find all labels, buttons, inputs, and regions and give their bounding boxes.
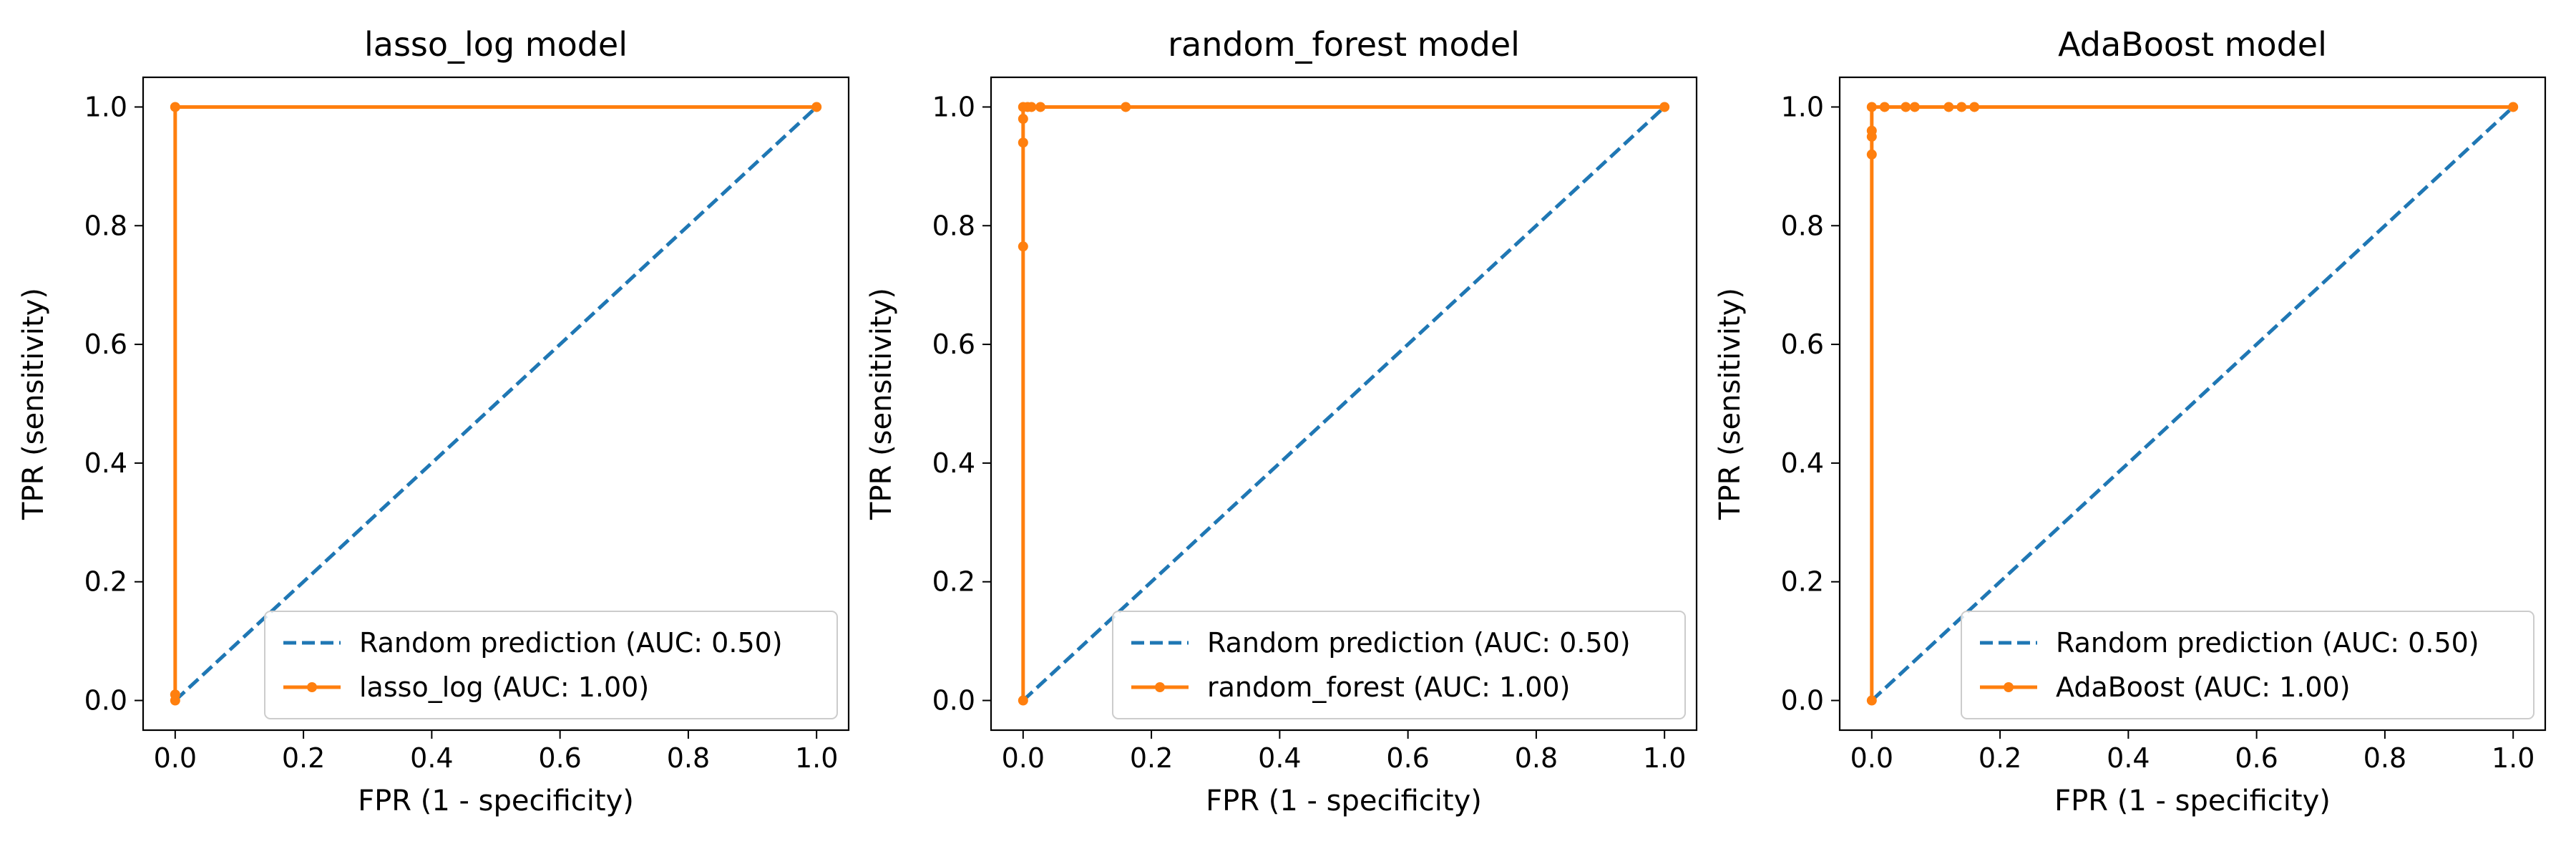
axes-frame xyxy=(142,76,850,732)
roc-point xyxy=(811,102,822,112)
x-tick-label: 0.6 xyxy=(2235,742,2278,774)
y-axis-label: TPR (sensitivity) xyxy=(17,288,50,520)
legend-entry-random: Random prediction (AUC: 0.50) xyxy=(359,627,783,659)
legend-box xyxy=(264,611,838,719)
roc-point xyxy=(1035,102,1046,112)
chart-title: random_forest model xyxy=(1168,25,1520,64)
x-tick-label: 1.0 xyxy=(795,742,838,774)
random-prediction-line xyxy=(1022,105,1666,702)
chart-title: AdaBoost model xyxy=(2058,25,2327,64)
roc-point xyxy=(1879,102,1890,112)
y-tick-label: 0.2 xyxy=(932,566,975,598)
legend-entry-model: random_forest (AUC: 1.00) xyxy=(1207,671,1570,703)
roc-point xyxy=(1969,102,1980,112)
y-tick-label: 0.0 xyxy=(84,685,127,717)
y-tick-label: 0.6 xyxy=(84,329,127,360)
x-tick-label: 1.0 xyxy=(1643,742,1686,774)
random-prediction-line xyxy=(174,105,818,702)
legend-box xyxy=(1112,611,1686,719)
y-tick-label: 0.4 xyxy=(84,447,127,479)
roc-point xyxy=(1018,114,1028,125)
y-tick-label: 1.0 xyxy=(932,91,975,122)
x-tick-label: 0.4 xyxy=(1258,742,1301,774)
x-tick-label: 0.8 xyxy=(667,742,710,774)
y-tick-label: 0.8 xyxy=(1781,210,1824,241)
roc-point xyxy=(1121,102,1131,112)
x-tick-label: 1.0 xyxy=(2492,742,2534,774)
x-tick-label: 0.0 xyxy=(1002,742,1045,774)
roc-point xyxy=(1018,241,1028,252)
x-tick-label: 0.4 xyxy=(2107,742,2150,774)
roc-point xyxy=(170,102,180,112)
x-tick-label: 0.8 xyxy=(1515,742,1558,774)
axes-frame xyxy=(990,76,1698,732)
x-tick-label: 0.2 xyxy=(1130,742,1173,774)
x-axis-label: FPR (1 - specificity) xyxy=(2054,785,2331,817)
y-tick-label: 0.8 xyxy=(932,210,975,241)
roc-point xyxy=(1018,695,1028,706)
chart-title: lasso_log model xyxy=(364,25,628,64)
y-tick-label: 0.2 xyxy=(1781,566,1824,598)
y-tick-label: 0.0 xyxy=(1781,685,1824,717)
x-tick-label: 0.2 xyxy=(282,742,325,774)
roc-point xyxy=(1866,695,1877,706)
roc-point xyxy=(170,689,180,700)
random-prediction-line xyxy=(1870,105,2514,702)
roc-point xyxy=(1866,149,1877,160)
roc-panel-random-forest: 0.0 0.2 0.4 0.6 0.8 1.0 0.0 0.2 0.4 0.6 0.8 1.0 rand… xyxy=(865,25,1698,817)
roc-point xyxy=(2508,102,2519,112)
roc-point xyxy=(1866,125,1877,136)
y-tick-label: 0.6 xyxy=(932,329,975,360)
y-tick-label: 0.6 xyxy=(1781,329,1824,360)
y-tick-label: 0.8 xyxy=(84,210,127,241)
x-tick-label: 0.0 xyxy=(1850,742,1893,774)
y-tick-label: 0.4 xyxy=(1781,447,1824,479)
roc-point xyxy=(1018,137,1028,148)
x-tick-label: 0.6 xyxy=(538,742,581,774)
roc-point xyxy=(1943,102,1954,112)
x-tick-label: 0.0 xyxy=(154,742,197,774)
legend-entry-random: Random prediction (AUC: 0.50) xyxy=(2056,627,2479,659)
legend-box xyxy=(1961,611,2534,719)
legend-entry-model: lasso_log (AUC: 1.00) xyxy=(359,671,649,703)
roc-panel-adaboost: 0.0 0.2 0.4 0.6 0.8 1.0 0.0 0.2 0.4 0.6 0.8 1.0 AdaB… xyxy=(1714,25,2547,817)
axes-frame xyxy=(1838,76,2547,732)
legend-entry-model: AdaBoost (AUC: 1.00) xyxy=(2056,671,2351,703)
roc-point xyxy=(1909,102,1920,112)
x-axis-label: FPR (1 - specificity) xyxy=(1206,785,1482,817)
roc-point xyxy=(1026,102,1037,112)
y-tick-label: 0.4 xyxy=(932,447,975,479)
legend-marker xyxy=(307,682,317,692)
legend-entry-random: Random prediction (AUC: 0.50) xyxy=(1207,627,1631,659)
roc-panel-lasso-log: 0.0 0.2 0.4 0.6 0.8 1.0 0.0 0.2 0.4 0.6 0.8 1.0 lass… xyxy=(17,25,850,817)
roc-point xyxy=(1901,102,1911,112)
roc-point xyxy=(1956,102,1967,112)
y-tick-label: 1.0 xyxy=(84,91,127,122)
y-tick-label: 0.2 xyxy=(84,566,127,598)
y-tick-label: 1.0 xyxy=(1781,91,1824,122)
y-axis-label: TPR (sensitivity) xyxy=(865,288,898,520)
y-tick-label: 0.0 xyxy=(932,685,975,717)
x-tick-label: 0.2 xyxy=(1979,742,2021,774)
legend-marker xyxy=(2004,682,2014,692)
x-tick-label: 0.4 xyxy=(410,742,453,774)
roc-point xyxy=(1659,102,1670,112)
y-axis-label: TPR (sensitivity) xyxy=(1714,288,1747,520)
roc-point xyxy=(1866,102,1877,112)
x-tick-label: 0.6 xyxy=(1386,742,1429,774)
x-tick-label: 0.8 xyxy=(2363,742,2406,774)
legend-marker xyxy=(1155,682,1165,692)
x-axis-label: FPR (1 - specificity) xyxy=(358,785,634,817)
